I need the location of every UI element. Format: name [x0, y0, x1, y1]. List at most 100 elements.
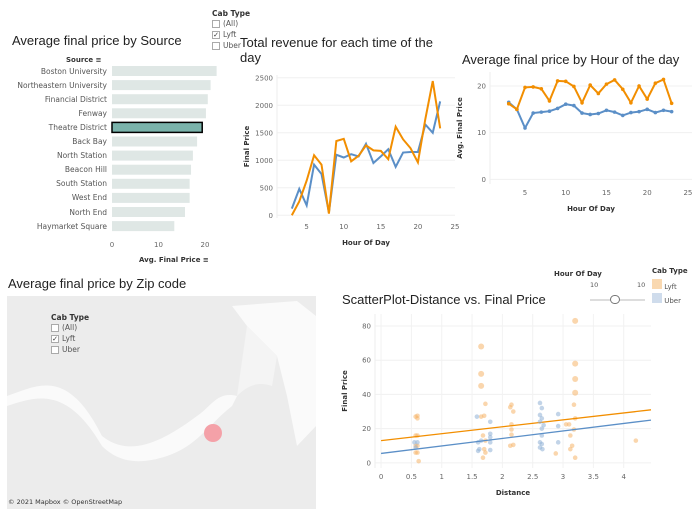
checkbox[interactable] — [212, 41, 220, 50]
revenue-chart-title: Total revenue for each time of the day — [240, 35, 433, 65]
hour-slider-handle[interactable] — [610, 295, 620, 304]
bar-west-end[interactable] — [112, 192, 190, 203]
x-tick-label: 0 — [110, 241, 114, 249]
sort-icon[interactable]: ≡ — [95, 56, 102, 64]
filter-option-all[interactable]: (All) — [51, 322, 89, 333]
checkbox[interactable] — [51, 323, 59, 332]
uber-point — [629, 110, 633, 115]
uber-point — [596, 111, 601, 116]
bar-theatre-district[interactable] — [111, 121, 203, 134]
source-label[interactable]: Fenway — [78, 108, 107, 118]
y-tick-label: 1500 — [255, 129, 273, 137]
lyft-point — [553, 451, 559, 456]
lyft-point — [620, 87, 625, 92]
bar-back-bay[interactable] — [112, 136, 198, 147]
x-tick-label: 3.5 — [588, 473, 599, 481]
lyft-point — [572, 455, 578, 461]
uber-point — [669, 109, 674, 114]
filter-option-uber[interactable]: Uber — [212, 40, 250, 51]
map-marker[interactable] — [204, 424, 222, 442]
legend-item-lyft[interactable]: Lyft — [652, 279, 681, 293]
x-tick-label: 1.5 — [466, 473, 477, 481]
bar-boston-university[interactable] — [112, 66, 217, 76]
uber-point — [572, 103, 576, 108]
filter-option-all[interactable]: (All) — [212, 18, 250, 29]
sort-icon[interactable]: ≡ — [202, 256, 209, 264]
source-label[interactable]: Back Bay — [72, 137, 107, 146]
legend-title: Cab Type — [652, 267, 688, 275]
source-label[interactable]: Haymarket Square — [36, 221, 107, 231]
bar-fenway[interactable] — [112, 108, 206, 119]
source-label[interactable]: North Station — [56, 151, 107, 161]
lyft-point — [566, 422, 572, 427]
lyft-point — [572, 389, 579, 396]
bar-north-station[interactable] — [112, 150, 193, 161]
bar-financial-district[interactable] — [112, 94, 208, 105]
title-line: Total revenue for each time of the — [240, 35, 433, 50]
y-tick-label: 2500 — [255, 74, 273, 82]
filter-title: Cab Type — [212, 9, 251, 18]
legend-item-uber[interactable]: Uber — [652, 293, 681, 307]
uber-point — [555, 411, 561, 417]
lyft-point — [580, 101, 584, 105]
uber-point — [555, 423, 561, 429]
source-label[interactable]: Financial District — [44, 94, 107, 104]
checkbox-checked[interactable]: ✓ — [51, 334, 59, 343]
checkbox-checked[interactable]: ✓ — [212, 30, 220, 39]
bar-northeastern-university[interactable] — [112, 80, 211, 91]
filter-option-uber[interactable]: Uber — [51, 344, 89, 355]
x-tick-label: 25 — [683, 189, 692, 197]
map-cab-type-filter: Cab Type (All) ✓ Lyft Uber — [51, 313, 89, 355]
checkbox[interactable] — [212, 19, 220, 28]
lyft-point — [415, 450, 420, 455]
x-tick-label: 0 — [379, 473, 383, 481]
uber-point — [539, 405, 545, 411]
source-label[interactable]: Beacon Hill — [64, 165, 107, 175]
uber-point — [555, 106, 560, 111]
title-line: day — [240, 50, 261, 65]
x-axis-title: Hour Of Day — [567, 205, 615, 213]
uber-point — [487, 434, 493, 440]
lyft-point — [511, 442, 516, 448]
x-axis-title: Distance — [496, 489, 531, 497]
lyft-point — [523, 85, 527, 90]
source-label[interactable]: South Station — [56, 179, 107, 189]
option-label: Uber — [223, 41, 241, 50]
lyft-point — [568, 433, 573, 438]
source-label[interactable]: Boston University — [40, 66, 107, 76]
bar-beacon-hill[interactable] — [112, 164, 192, 175]
source-chart-title: Average final price by Source — [12, 33, 182, 48]
uber-line — [290, 101, 442, 213]
checkbox[interactable] — [51, 345, 59, 354]
source-label[interactable]: Northeastern University — [17, 80, 107, 90]
lyft-point — [588, 83, 592, 87]
uber-point — [547, 109, 552, 113]
filter-option-lyft[interactable]: ✓ Lyft — [51, 333, 89, 344]
option-label: (All) — [62, 323, 78, 332]
lyft-point — [629, 101, 633, 105]
lyft-line — [290, 80, 442, 216]
lyft-point — [547, 99, 552, 103]
x-tick-label: 10 — [154, 241, 163, 249]
uber-point — [531, 111, 535, 115]
lyft-point — [416, 458, 421, 464]
map-water — [7, 301, 316, 462]
filter-option-lyft[interactable]: ✓ Lyft — [212, 29, 250, 40]
map-title: Average final price by Zip code — [8, 276, 187, 291]
bar-south-station[interactable] — [112, 178, 190, 189]
map-view[interactable] — [7, 296, 316, 509]
option-label: (All) — [223, 19, 239, 28]
legend-label: Lyft — [664, 283, 677, 291]
axis-title-avg-price[interactable]: Avg. Final Price ≡ — [139, 256, 209, 264]
y-tick-label: 20 — [477, 83, 486, 91]
lyft-point — [478, 343, 485, 350]
source-label[interactable]: Theatre District — [48, 122, 107, 132]
row-header-source[interactable]: Source ≡ — [66, 56, 102, 64]
lyft-point — [612, 78, 617, 82]
source-label[interactable]: North End — [69, 207, 107, 217]
source-label[interactable]: West End — [71, 193, 107, 203]
y-tick-label: 0 — [269, 212, 273, 220]
lyft-point — [483, 401, 488, 407]
bar-haymarket-square[interactable] — [112, 221, 175, 232]
bar-north-end[interactable] — [112, 207, 186, 217]
